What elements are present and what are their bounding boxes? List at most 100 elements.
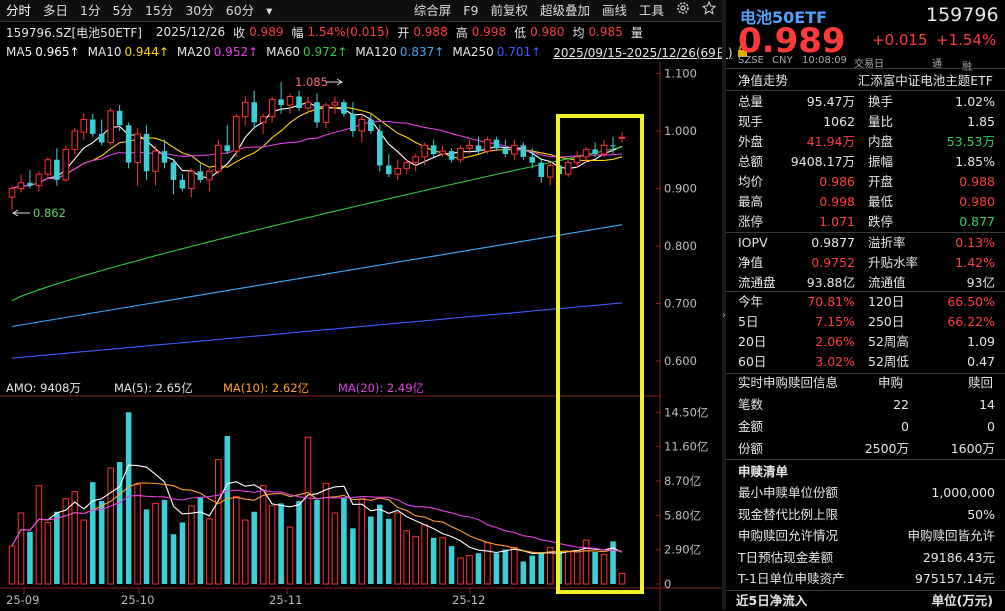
candle	[493, 136, 500, 152]
ma120-value: 0.837↑	[399, 45, 445, 59]
subscription-value: 2500万	[864, 441, 909, 456]
collapse-arrow-icon[interactable]: ›	[722, 310, 726, 321]
period-tab-multiday[interactable]: 多日	[43, 2, 69, 18]
nav-trend-link[interactable]: 净值走势	[738, 73, 789, 88]
stat-label: 内盘	[868, 134, 894, 149]
volume-bar	[341, 497, 347, 584]
stat-value: 0.986	[819, 174, 855, 189]
list-value: 29186.43元	[922, 549, 995, 565]
volume-bar	[179, 522, 186, 584]
candle	[134, 128, 141, 186]
candle	[215, 139, 222, 175]
volume-bar	[161, 499, 168, 584]
nav-row[interactable]: 净值走势 汇添富中证电池主题ETF	[726, 70, 1005, 91]
period-tab-60min[interactable]: 60分	[225, 2, 255, 18]
list-row: 最小申赎单位份额 1,000,000	[726, 482, 1005, 503]
stat-row: 外盘 41.94万 内盘 53.53万	[726, 131, 1005, 152]
tools-button[interactable]: 工具	[638, 2, 664, 18]
stat-row: 最高 0.998 最低 0.980	[726, 191, 1005, 212]
list-value: 1,000,000	[931, 485, 995, 500]
ma-legend-line: MA5 0.965↑ MA10 0.944↑ MA20 0.952↑ MA60 …	[0, 43, 747, 61]
stat-label: 总额	[738, 154, 764, 169]
ma20-line	[11, 120, 623, 190]
draw-line-button[interactable]: 画线	[601, 2, 627, 18]
super-overlay-button[interactable]: 超级叠加	[539, 2, 590, 18]
candle	[62, 145, 70, 182]
composite-screen-button[interactable]: 综合屏	[413, 2, 452, 18]
volume-tick-label: 11.60亿	[664, 440, 708, 454]
subscription-col-purchase: 申购	[878, 375, 904, 390]
volume-bar	[44, 521, 52, 585]
stat-value: 0.988	[959, 174, 995, 189]
volume-bar	[268, 505, 276, 585]
volume-bar	[170, 534, 177, 584]
period-tab-1min[interactable]: 1分	[80, 2, 101, 18]
f9-button[interactable]: F9	[463, 2, 479, 18]
volume-bar	[224, 435, 231, 584]
volume-bar	[466, 555, 473, 585]
fund-code: 159796	[926, 4, 999, 26]
close-label: 收	[233, 25, 246, 40]
amo-label: AMO: 9408万	[6, 381, 81, 395]
kline-chart: 1.100 1.000 0.900 0.800 0.700 0.600 14.50亿 11.6…	[0, 62, 722, 610]
subscription-col-redeem: 赎回	[968, 375, 994, 390]
volume-bar	[27, 531, 33, 584]
ma60-value: 0.972↑	[303, 45, 348, 59]
volume-bar	[286, 526, 294, 585]
stat-row: 60日 3.02% 52周低 0.47	[726, 351, 1005, 372]
volume-bar	[403, 530, 410, 585]
stat-value: 41.94万	[806, 134, 855, 149]
list-label: 最小申赎单位份额	[738, 485, 839, 500]
stat-row: 总量 95.47万 换手 1.02%	[726, 91, 1005, 112]
stat-value: 66.22%	[947, 314, 995, 329]
period-tab-fenshi[interactable]: 分时	[6, 2, 32, 18]
candle	[573, 151, 581, 169]
stat-label: 溢折率	[868, 235, 906, 250]
candle	[17, 174, 25, 193]
candle	[430, 139, 437, 157]
unit-label: 单位(万元)	[931, 593, 993, 608]
candle	[232, 113, 240, 157]
list-value: 50%	[967, 506, 995, 522]
candle	[582, 147, 590, 163]
candle	[107, 108, 114, 146]
lock-icon[interactable]	[737, 44, 748, 60]
gear-icon[interactable]	[670, 0, 696, 22]
subscription-value: 0	[987, 419, 995, 434]
list-label: T日预估现金差额	[738, 549, 834, 565]
volume-bar	[331, 512, 339, 585]
volume-bar	[152, 502, 159, 585]
ma250-label: MA250	[452, 45, 494, 59]
star-icon[interactable]	[696, 0, 722, 22]
forward-adjust-button[interactable]: 前复权	[490, 2, 528, 18]
candle	[475, 136, 482, 154]
panel-divider[interactable]	[722, 0, 726, 610]
period-tab-15min[interactable]: 15分	[144, 2, 174, 18]
volume-bar	[80, 519, 88, 585]
volume-bar	[134, 484, 141, 585]
candle	[610, 136, 616, 154]
stat-label: 净值	[738, 255, 764, 270]
volume-bar	[493, 553, 500, 584]
period-more-dropdown[interactable]: ▾	[266, 2, 273, 18]
volume-bar	[546, 546, 554, 585]
stat-row: 20日 2.06% 52周高 1.09	[726, 331, 1005, 352]
candle	[592, 142, 598, 157]
stat-label: 量比	[868, 114, 894, 129]
volume-bar	[529, 555, 536, 584]
max-price-annotation: 1.085	[295, 75, 328, 89]
stat-label: 振幅	[868, 154, 894, 169]
volume-bar	[412, 536, 419, 585]
stat-value: 2.06%	[815, 334, 855, 349]
subscription-value: 1600万	[950, 441, 995, 456]
stat-value: 1.02%	[955, 94, 995, 109]
stat-label: 今年	[738, 294, 764, 309]
volume-bar	[296, 501, 302, 584]
date-range[interactable]: 2025/09/15-2025/12/26(69日)	[553, 45, 733, 60]
candle	[520, 142, 527, 160]
candle	[331, 96, 339, 114]
period-tab-30min[interactable]: 30分	[185, 2, 214, 18]
volume-tick-label: 8.70亿	[664, 474, 701, 488]
candle	[368, 113, 374, 134]
period-tab-5min[interactable]: 5分	[112, 2, 133, 18]
